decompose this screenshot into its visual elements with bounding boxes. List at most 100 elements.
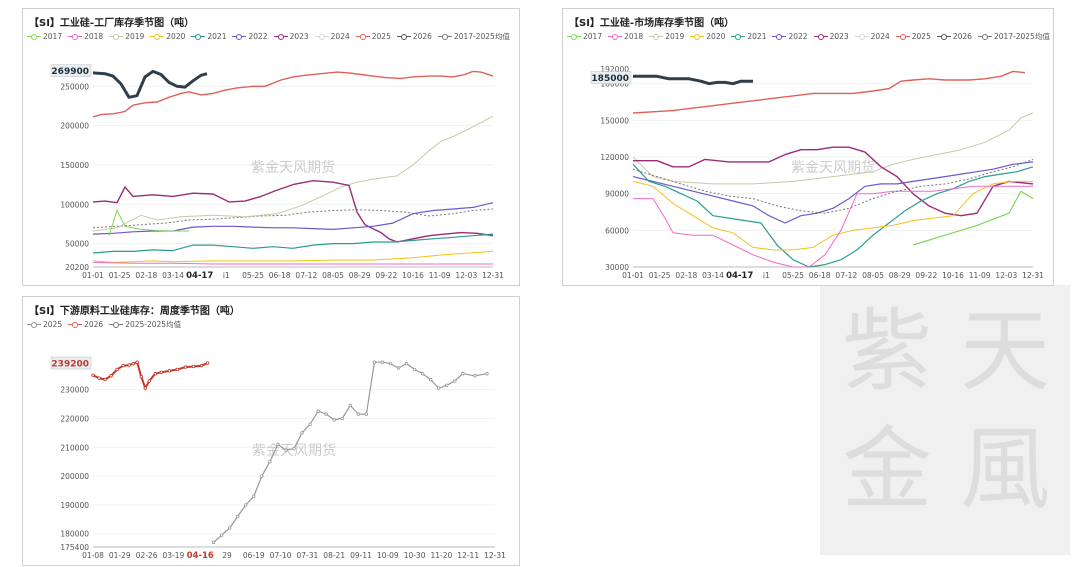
x-tick-label: 08-05 (862, 271, 884, 280)
legend-swatch-icon (608, 33, 623, 41)
series-line (92, 233, 494, 254)
current-value-box (50, 356, 92, 370)
legend-label: 2025 (43, 320, 63, 329)
series-line (92, 179, 494, 243)
legend-swatch-icon (437, 33, 452, 41)
series-point (121, 363, 125, 368)
series-point (131, 361, 135, 366)
series-point (348, 403, 352, 408)
legend-item[interactable]: 2025 (895, 32, 931, 41)
legend-item[interactable]: 2017-2025均值 (437, 31, 510, 42)
x-tick-label: 02-18 (135, 271, 157, 280)
legend-item[interactable]: 2022 (232, 32, 268, 41)
series-point (199, 363, 204, 368)
legend-item[interactable]: 2022 (772, 32, 808, 41)
y-tick-label: 150000 (600, 116, 629, 125)
watermark-glyph: 紫 (842, 299, 932, 404)
series-point (227, 526, 232, 530)
series-point (308, 422, 312, 426)
legend-item[interactable]: 2017 (567, 32, 602, 41)
series-point (372, 360, 377, 364)
x-tick-label: 12-31 (484, 551, 506, 560)
legend-item[interactable]: 2023 (273, 32, 309, 41)
watermark-glyph: 風 (960, 417, 1050, 522)
series-point (388, 361, 393, 366)
series-point (219, 533, 224, 537)
y-tick-label: 90000 (605, 190, 629, 199)
series-point (147, 379, 151, 383)
x-tick-label: 29 (222, 551, 232, 560)
legend-item[interactable]: 2020 (690, 32, 725, 41)
series-line (632, 180, 1033, 251)
y-tick-label: 210000 (60, 443, 89, 452)
x-tick-label: 08-29 (349, 271, 371, 280)
series-point (143, 386, 147, 390)
legend-item[interactable]: 2024 (854, 32, 890, 41)
legend-item[interactable]: 2019 (649, 32, 684, 41)
legend-item[interactable]: 2018 (608, 32, 643, 41)
legend-item[interactable]: 2017-2025均值 (977, 31, 1050, 42)
series-point (473, 374, 477, 378)
x-tick-label: 11-20 (431, 551, 453, 560)
series-line (632, 158, 1034, 214)
x-tick-label: 02-26 (136, 551, 158, 560)
watermark-glyph: 天 (960, 299, 1050, 404)
legend-swatch-icon (854, 33, 869, 41)
x-tick-label: 07-10 (270, 551, 292, 560)
series-point (420, 372, 425, 376)
legend-item[interactable]: 2021 (731, 32, 766, 41)
legend-item[interactable]: 2025 (355, 32, 391, 41)
x-tick-label: 05-25 (242, 271, 264, 280)
x-tick-label: 08-05 (322, 271, 344, 280)
series-line (632, 161, 1034, 224)
series-line (633, 185, 1033, 268)
chart-title: 【SI】工业硅-工厂库存季节图（吨） (29, 18, 195, 29)
legend-item[interactable]: 2026 (396, 32, 432, 41)
series-line (632, 163, 1034, 268)
y-tick-label: 220000 (60, 414, 89, 423)
legend-item[interactable]: 2018 (68, 32, 103, 41)
legend-swatch-icon (27, 321, 41, 329)
legend-item[interactable]: 2019 (109, 32, 144, 41)
series-line (92, 69, 208, 99)
chart-title: 【SI】工业硅-市场库存季节图（吨） (569, 18, 735, 29)
legend-swatch-icon (690, 33, 705, 41)
legend-label: 2026 (412, 32, 432, 41)
series-point (183, 365, 188, 369)
legend-label: 2025-2025均值 (125, 320, 182, 329)
legend-swatch-icon (191, 33, 206, 41)
legend-swatch-icon (27, 33, 41, 41)
legend-item[interactable]: 2017 (27, 32, 62, 41)
legend-item[interactable]: 2025-2025均值 (109, 319, 181, 330)
series-point (356, 412, 361, 416)
legend-label: 2021 (207, 32, 227, 41)
series-point (292, 446, 296, 451)
series-point (127, 363, 131, 367)
series-point (340, 416, 344, 421)
series-point (159, 370, 164, 374)
legend-swatch-icon (396, 33, 411, 41)
series-point (97, 376, 101, 380)
legend-item[interactable]: 2020 (150, 32, 185, 41)
legend-swatch-icon (109, 321, 124, 329)
legend-swatch-icon (731, 33, 746, 41)
legend-label: 2020 (166, 32, 186, 41)
x-tick-label: 01-01 (622, 271, 644, 280)
series-point (396, 366, 401, 370)
series-point (260, 474, 264, 478)
chart-legend: 2025 2026 2025-2025均值 (27, 319, 181, 330)
series-line (213, 361, 488, 543)
y-tick-label: 50000 (65, 240, 89, 249)
series-line (633, 74, 753, 86)
legend-item[interactable]: 2025 (27, 320, 62, 329)
legend-label: 2017-2025均值 (993, 32, 1050, 41)
chart-title: 【SI】下游原料工业硅库存：周度季节图（吨） (29, 306, 240, 317)
legend-item[interactable]: 2023 (813, 32, 849, 41)
legend-item[interactable]: 2024 (314, 32, 350, 41)
x-tick-label: 05-25 (782, 271, 804, 280)
legend-item[interactable]: 2021 (191, 32, 226, 41)
legend-label: 2021 (747, 32, 767, 41)
legend-item[interactable]: 2026 (68, 320, 103, 329)
x-tick-label: 09-11 (350, 551, 372, 560)
legend-item[interactable]: 2026 (936, 32, 972, 41)
